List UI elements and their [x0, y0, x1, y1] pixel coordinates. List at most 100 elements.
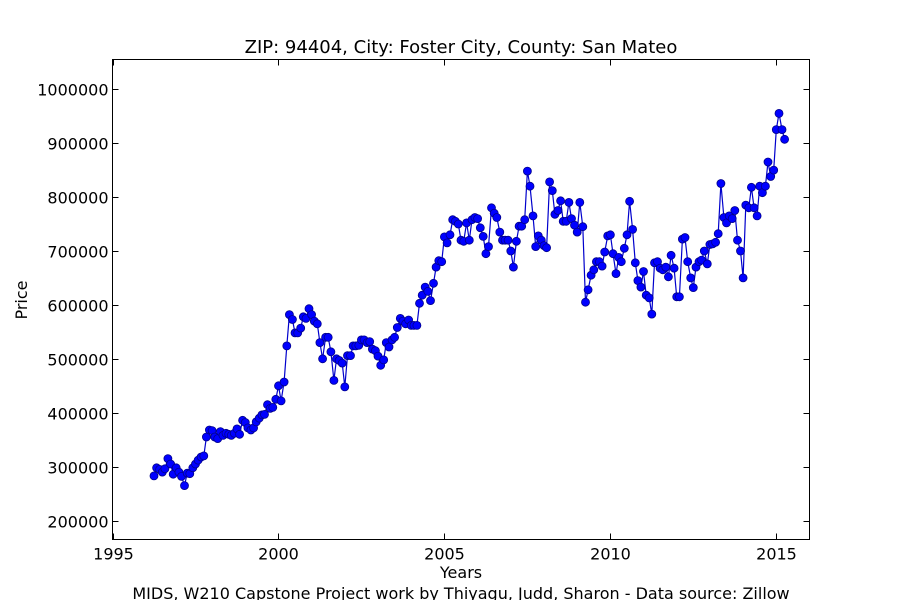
data-point	[600, 247, 610, 257]
data-point	[733, 235, 742, 245]
data-point	[268, 402, 278, 412]
y-tick-label: 800000	[47, 189, 108, 208]
data-point	[296, 323, 306, 333]
data-point	[680, 233, 690, 242]
data-point	[337, 358, 347, 368]
y-axis: 200000 300000 400000 500000 600000 700000 8000…	[37, 81, 810, 532]
x-axis: 1995 2000 2005 2010 2015	[93, 59, 797, 564]
data-point	[484, 242, 493, 252]
x-tick-label: 2005	[424, 545, 465, 564]
data-point	[478, 231, 488, 241]
chart-title: ZIP: 94404, City: Foster City, County: S…	[245, 37, 678, 58]
data-point	[390, 332, 400, 342]
data-point	[442, 238, 452, 248]
data-point	[589, 265, 599, 275]
data-point	[199, 451, 209, 461]
data-point	[340, 382, 350, 392]
data-point	[520, 215, 530, 225]
data-point	[625, 196, 634, 206]
data-point	[423, 286, 433, 296]
y-tick-label: 400000	[47, 405, 108, 424]
data-point	[492, 213, 502, 222]
data-point	[542, 243, 551, 253]
data-point	[365, 337, 375, 347]
data-point	[379, 355, 389, 365]
data-point	[445, 230, 455, 240]
data-point	[597, 261, 607, 271]
data-point	[749, 203, 759, 213]
x-tick-label: 1995	[93, 545, 134, 564]
data-point	[475, 223, 485, 233]
data-point	[578, 222, 588, 232]
data-point	[437, 257, 447, 267]
data-point	[727, 214, 737, 224]
data-point	[315, 338, 325, 348]
data-point	[453, 219, 463, 229]
data-point	[495, 227, 505, 237]
x-tick-label: 2000	[258, 545, 299, 564]
data-point	[702, 259, 712, 269]
data-point	[699, 246, 709, 256]
data-point	[464, 235, 474, 245]
data-point	[736, 246, 745, 256]
data-point	[711, 237, 720, 247]
data-point	[583, 285, 593, 295]
data-point	[777, 125, 787, 135]
footer-credit: MIDS, W210 Capstone Project work by Thiy…	[132, 584, 789, 600]
data-point	[525, 181, 535, 191]
series-points	[149, 109, 789, 491]
data-point	[683, 257, 693, 267]
data-point	[260, 409, 269, 419]
data-point	[512, 236, 521, 246]
data-point	[622, 230, 632, 240]
data-point	[636, 282, 646, 292]
data-point	[509, 262, 518, 272]
data-point	[752, 211, 762, 221]
data-point	[780, 134, 789, 144]
y-tick-label: 200000	[47, 513, 108, 532]
data-point	[556, 196, 565, 206]
data-point	[180, 481, 189, 491]
y-tick-label: 900000	[47, 135, 108, 154]
x-tick-label: 2015	[756, 545, 797, 564]
data-point	[276, 396, 286, 406]
y-axis-label: Price	[12, 280, 31, 319]
x-axis-label: Years	[439, 563, 482, 582]
data-point	[287, 315, 297, 324]
data-point	[523, 166, 532, 176]
data-point	[160, 464, 170, 474]
data-point	[666, 250, 676, 260]
data-point	[628, 224, 637, 234]
data-point	[531, 242, 541, 252]
data-point	[761, 181, 770, 191]
data-point	[318, 354, 328, 364]
data-point	[664, 272, 673, 282]
data-point	[575, 197, 585, 207]
data-point	[675, 292, 684, 302]
data-point	[661, 262, 671, 272]
data-point	[149, 471, 159, 481]
data-point	[235, 429, 245, 439]
data-point	[713, 229, 723, 239]
y-tick-label: 500000	[47, 351, 108, 370]
data-point	[688, 283, 698, 293]
data-point	[564, 197, 574, 207]
data-point	[547, 186, 557, 196]
data-point	[747, 182, 756, 192]
data-point	[669, 263, 679, 273]
data-point	[392, 323, 402, 332]
data-point	[581, 297, 590, 307]
data-point	[503, 235, 513, 245]
data-point	[606, 230, 615, 240]
data-point	[716, 179, 726, 188]
data-point	[774, 109, 784, 118]
data-point	[282, 341, 292, 351]
y-tick-label: 300000	[47, 459, 108, 478]
x-tick-label: 2010	[590, 545, 631, 564]
data-point	[763, 157, 773, 167]
y-tick-label: 600000	[47, 297, 108, 316]
data-point	[630, 258, 640, 268]
y-tick-label: 1000000	[37, 81, 108, 100]
data-point	[616, 257, 626, 267]
data-point	[279, 377, 289, 387]
